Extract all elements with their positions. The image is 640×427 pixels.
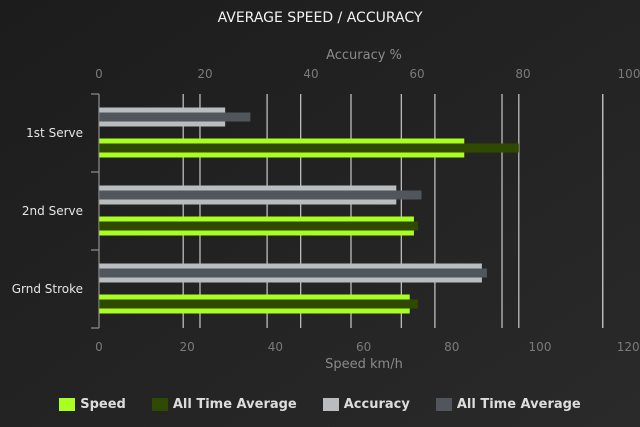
bottom-axis-label: Speed km/h — [325, 357, 403, 372]
accuracy-tick-label: 20 — [197, 67, 212, 81]
speed-average-bar — [99, 221, 419, 231]
speed-tick-label: 80 — [444, 340, 459, 354]
legend-label: All Time Average — [456, 397, 581, 412]
chart-title: AVERAGE SPEED / ACCURACY — [218, 10, 423, 26]
speed-average-bar — [99, 299, 419, 309]
accuracy-tick-label: 100 — [618, 67, 640, 81]
legend-item[interactable]: All Time Average — [435, 397, 581, 412]
legend-swatch — [59, 398, 76, 411]
speed-tick-label: 20 — [180, 340, 195, 354]
legend-label: Accuracy — [343, 397, 410, 412]
speed-tick-label: 40 — [268, 340, 283, 354]
category-label: 1st Serve — [26, 126, 83, 140]
category-label: 2nd Serve — [22, 204, 83, 218]
top-axis-label: Accuracy % — [326, 48, 402, 63]
legend-swatch — [322, 398, 339, 411]
legend-label: All Time Average — [172, 397, 297, 412]
accuracy-average-bar — [99, 190, 422, 200]
legend-label: Speed — [80, 397, 126, 412]
legend-item[interactable]: Accuracy — [322, 397, 410, 412]
accuracy-tick-label: 0 — [95, 67, 103, 81]
speed-tick-label: 0 — [95, 340, 103, 354]
accuracy-tick-label: 80 — [515, 67, 530, 81]
legend: Speed All Time Average Accuracy All Time Av… — [0, 397, 640, 412]
speed-tick-label: 60 — [356, 340, 371, 354]
speed-average-bar — [99, 143, 519, 153]
accuracy-tick-label: 60 — [409, 67, 424, 81]
accuracy-average-bar — [99, 268, 487, 278]
speed-tick-label: 120 — [617, 340, 640, 354]
legend-swatch — [435, 398, 452, 411]
legend-swatch — [151, 398, 168, 411]
legend-item[interactable]: All Time Average — [151, 397, 297, 412]
category-label: Grnd Stroke — [12, 282, 83, 296]
legend-item[interactable]: Speed — [59, 397, 126, 412]
accuracy-average-bar — [99, 112, 251, 122]
accuracy-tick-label: 40 — [303, 67, 318, 81]
speed-tick-label: 100 — [529, 340, 552, 354]
